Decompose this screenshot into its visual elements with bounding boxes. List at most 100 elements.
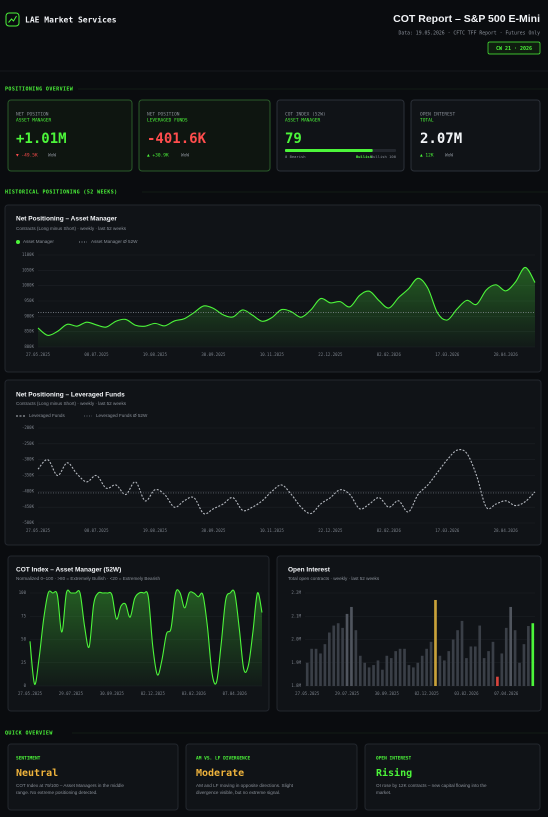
x-tick-label: 02.12.2025 (415, 691, 440, 696)
kpi-label: OPEN INTEREST (420, 112, 456, 118)
bar (403, 648, 406, 686)
bar (367, 667, 371, 686)
kpi-value: 2.07M (420, 131, 462, 147)
overview-label: OPEN INTEREST (376, 756, 412, 762)
kpi-value: +1.01M (16, 131, 67, 147)
section-title: HISTORICAL POSITIONING (52 WEEKS) (5, 190, 118, 196)
overview-text: range. No extreme positioning detected. (16, 790, 97, 795)
line-area (38, 267, 535, 347)
x-tick-label: 27.05.2025 (26, 352, 51, 357)
page-subtitle: Data: 19.05.2026 · CFTC TFF Report · Fut… (398, 31, 540, 37)
chart-subtitle: Contracts (Long minus Short) · weekly · … (16, 401, 127, 406)
logo-icon (8, 15, 17, 23)
x-tick-label: 22.12.2025 (318, 352, 343, 357)
bar (345, 613, 349, 686)
overview-label: AM VS. LF DIVERGENCE (196, 756, 250, 762)
y-tick-label: 1.9M (291, 660, 301, 665)
x-tick-label: 07.04.2026 (223, 691, 248, 696)
kpi-change: ▲ 12K (420, 153, 434, 159)
bar (509, 606, 512, 686)
overview-card (364, 743, 541, 811)
chart-subtitle: Contracts (Long minus Short) · weekly · … (16, 226, 127, 231)
bar (456, 630, 459, 686)
y-tick-label: 950K (24, 298, 34, 303)
bar (412, 667, 415, 686)
overview-label: SENTIMENT (16, 756, 41, 762)
overview-text: divergence visible, but no extreme signa… (196, 790, 280, 795)
x-tick-label: 10.11.2025 (260, 528, 285, 533)
kpi-sublabel: LEVERAGED FUNDS (147, 118, 188, 124)
x-tick-label: 02.02.2026 (377, 528, 402, 533)
bar (482, 658, 486, 686)
y-tick-label: -200K (22, 425, 35, 430)
x-tick-label: 27.05.2025 (295, 691, 320, 696)
x-tick-label: 07.04.2026 (494, 691, 519, 696)
overview-value: Neutral (16, 768, 58, 779)
bar (323, 644, 327, 686)
y-tick-label: -400K (22, 488, 35, 493)
y-tick-label: 1050K (22, 267, 35, 272)
x-tick-label: 17.03.2026 (435, 528, 460, 533)
y-tick-label: 75 (21, 613, 26, 618)
kpi-card (138, 99, 271, 172)
bar (336, 623, 340, 686)
scale-label: 0 Bearish (285, 154, 306, 159)
bar (381, 669, 384, 686)
y-tick-label: 25 (21, 660, 26, 665)
bar (522, 644, 526, 686)
y-tick-label: 2.0M (291, 637, 301, 642)
kpi-change: ▲ +30.9K (147, 153, 169, 159)
overview-text: AM and LF moving in opposite directions.… (196, 783, 294, 788)
bar (518, 662, 521, 686)
x-tick-label: 30.09.2025 (100, 691, 125, 696)
bar (438, 655, 442, 686)
bar (425, 648, 428, 686)
x-tick-label: 03.02.2026 (182, 691, 207, 696)
y-tick-label: 2.2M (291, 590, 301, 595)
chart-title: Net Positioning – Asset Manager (16, 216, 117, 223)
kpi-sublabel: ASSET MANAGER (285, 118, 321, 124)
legend-label: Leveraged Funds Ø 52W (96, 413, 148, 418)
overview-card (7, 743, 179, 811)
overview-text: COT Index at 79/100 – Asset Managers in … (16, 783, 124, 788)
y-tick-label: 100 (19, 590, 27, 595)
legend-label: Leveraged Funds (29, 413, 65, 418)
x-tick-label: 29.07.2025 (59, 691, 84, 696)
bar (398, 648, 402, 686)
bar (372, 665, 375, 686)
bar (407, 665, 411, 686)
line-area (30, 589, 262, 686)
chart-subtitle: Total open contracts · weekly · last 52 … (288, 576, 380, 581)
y-tick-label: -350K (22, 473, 35, 478)
bar (341, 627, 344, 686)
badge-text: CW 21 · 2026 (496, 46, 532, 52)
scale-label: Bullish 100 (371, 154, 397, 159)
overview-value: Moderate (196, 768, 244, 779)
bar (500, 653, 504, 686)
x-tick-label: 28.04.2026 (494, 352, 519, 357)
bar (385, 655, 389, 686)
bar (358, 655, 362, 686)
y-tick-label: 0 (24, 683, 27, 688)
chart-title: Net Positioning – Leveraged Funds (16, 392, 125, 399)
legend-swatch (16, 240, 20, 244)
section-title: POSITIONING OVERVIEW (5, 87, 74, 93)
bar (443, 660, 446, 686)
line (37, 266, 536, 336)
badge (487, 41, 541, 55)
overview-value: Rising (376, 767, 412, 779)
legend-label: Asset Manager Ø 52W (91, 239, 138, 244)
bar (447, 651, 451, 686)
x-tick-label: 10.11.2025 (260, 352, 285, 357)
bar (487, 651, 490, 686)
y-tick-label: 1000K (22, 283, 35, 288)
kpi-card (7, 99, 133, 172)
overview-text: market. (376, 790, 391, 795)
x-tick-label: 27.05.2025 (18, 691, 43, 696)
kpi-change: ▼ -49.5K (16, 153, 38, 159)
y-tick-label: -250K (22, 441, 35, 446)
bar (491, 641, 495, 686)
bar (434, 599, 437, 686)
index-bar (285, 149, 373, 152)
kpi-sublabel: TOTAL (420, 118, 434, 124)
